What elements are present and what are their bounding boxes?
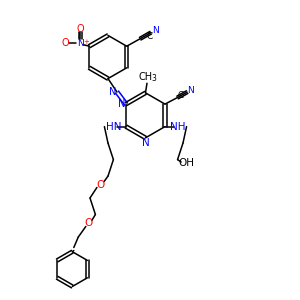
Text: O: O: [62, 38, 69, 48]
Text: N: N: [142, 138, 149, 148]
Text: C: C: [147, 32, 153, 41]
Text: O: O: [85, 218, 93, 229]
Text: N: N: [152, 26, 159, 35]
Text: 3: 3: [151, 74, 156, 83]
Text: +: +: [84, 39, 89, 45]
Text: NH: NH: [170, 122, 185, 132]
Text: CH: CH: [138, 72, 152, 82]
Text: O: O: [96, 179, 105, 190]
Text: N: N: [77, 39, 84, 48]
Text: N: N: [188, 86, 194, 95]
Text: N: N: [118, 99, 125, 109]
Text: O: O: [76, 24, 84, 34]
Text: HN: HN: [106, 122, 121, 132]
Text: N: N: [109, 87, 116, 97]
Text: OH: OH: [178, 158, 195, 168]
Text: C: C: [177, 92, 184, 100]
